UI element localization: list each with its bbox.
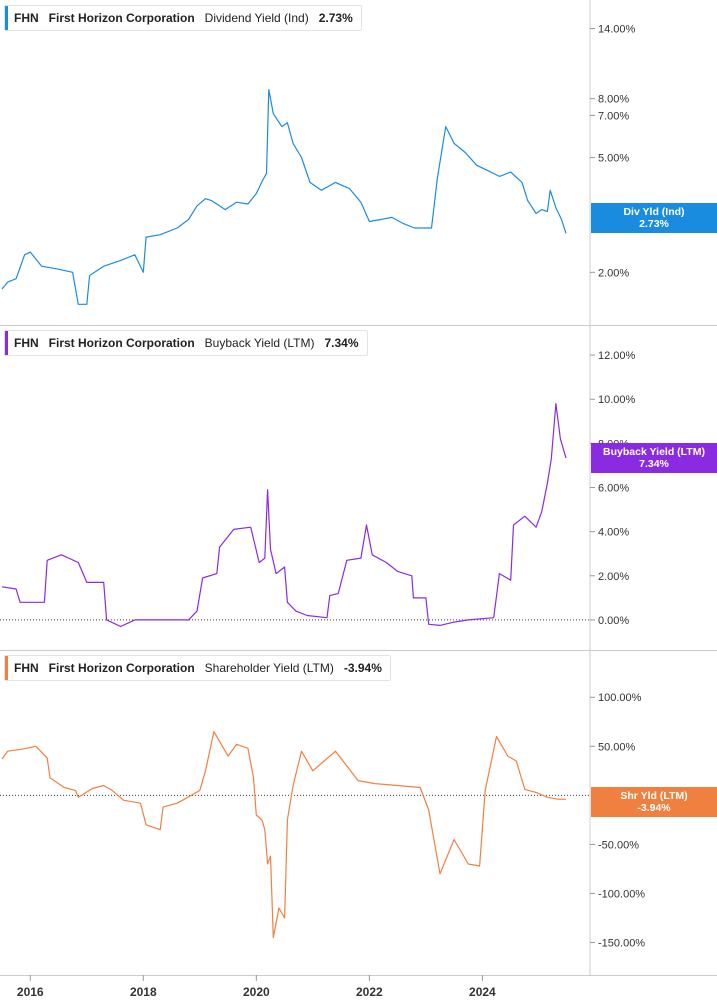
y-tick-label: 2.00%	[598, 267, 629, 279]
legend-ticker: FHN	[14, 11, 39, 25]
y-tick-label: 100.00%	[598, 692, 642, 704]
legend-buyback-yield: FHN First Horizon Corporation Buyback Yi…	[4, 330, 368, 356]
series-line	[1, 403, 567, 628]
legend-ticker: FHN	[14, 661, 39, 675]
legend-company: First Horizon Corporation	[48, 336, 195, 350]
legend-value: 7.34%	[324, 336, 359, 350]
flag-label: Shr Yld (LTM)	[620, 790, 688, 802]
y-tick-label: 0.00%	[598, 615, 629, 627]
legend-metric: Shareholder Yield (LTM)	[204, 661, 334, 675]
flag-label: Div Yld (Ind)	[623, 206, 685, 218]
current-value-flag-dividend: Div Yld (Ind) 2.73%	[591, 203, 717, 233]
legend-value: 2.73%	[318, 11, 353, 25]
y-tick-label: 2.00%	[598, 571, 629, 583]
series-line	[1, 731, 567, 939]
x-tick-label: 2024	[469, 985, 496, 999]
legend-color-bar	[5, 6, 8, 30]
legend-shareholder-yield: FHN First Horizon Corporation Shareholde…	[4, 655, 391, 681]
x-tick-label: 2016	[17, 985, 44, 999]
legend-dividend-yield: FHN First Horizon Corporation Dividend Y…	[4, 5, 362, 31]
flag-label: Buyback Yield (LTM)	[603, 446, 705, 458]
y-tick-label: 6.00%	[598, 483, 629, 495]
legend-company: First Horizon Corporation	[48, 11, 195, 25]
x-tick-label: 2022	[356, 985, 383, 999]
y-tick-label: 12.00%	[598, 350, 636, 362]
y-tick-label: 50.00%	[598, 741, 636, 753]
y-tick-label: 7.00%	[598, 110, 629, 122]
legend-metric: Buyback Yield (LTM)	[204, 336, 315, 350]
x-tick-label: 2020	[243, 985, 270, 999]
y-tick-label: -50.00%	[598, 839, 639, 851]
legend-company: First Horizon Corporation	[48, 661, 195, 675]
x-tick-label: 2018	[130, 985, 157, 999]
current-value-flag-shareholder: Shr Yld (LTM) -3.94%	[591, 787, 717, 817]
y-tick-label: 4.00%	[598, 527, 629, 539]
y-tick-label: 5.00%	[598, 153, 629, 165]
legend-value: -3.94%	[343, 661, 382, 675]
flag-value: -3.94%	[637, 802, 671, 814]
flag-value: 7.34%	[639, 458, 669, 470]
current-value-flag-buyback: Buyback Yield (LTM) 7.34%	[591, 443, 717, 473]
y-tick-label: 14.00%	[598, 24, 636, 36]
y-tick-label: 10.00%	[598, 394, 636, 406]
legend-color-bar	[5, 331, 8, 355]
y-tick-label: -150.00%	[598, 937, 645, 949]
series-line	[1, 89, 567, 305]
legend-metric: Dividend Yield (Ind)	[204, 11, 309, 25]
y-tick-label: -100.00%	[598, 888, 645, 900]
flag-value: 2.73%	[639, 218, 669, 230]
y-tick-label: 8.00%	[598, 94, 629, 106]
legend-ticker: FHN	[14, 336, 39, 350]
legend-color-bar	[5, 656, 8, 680]
